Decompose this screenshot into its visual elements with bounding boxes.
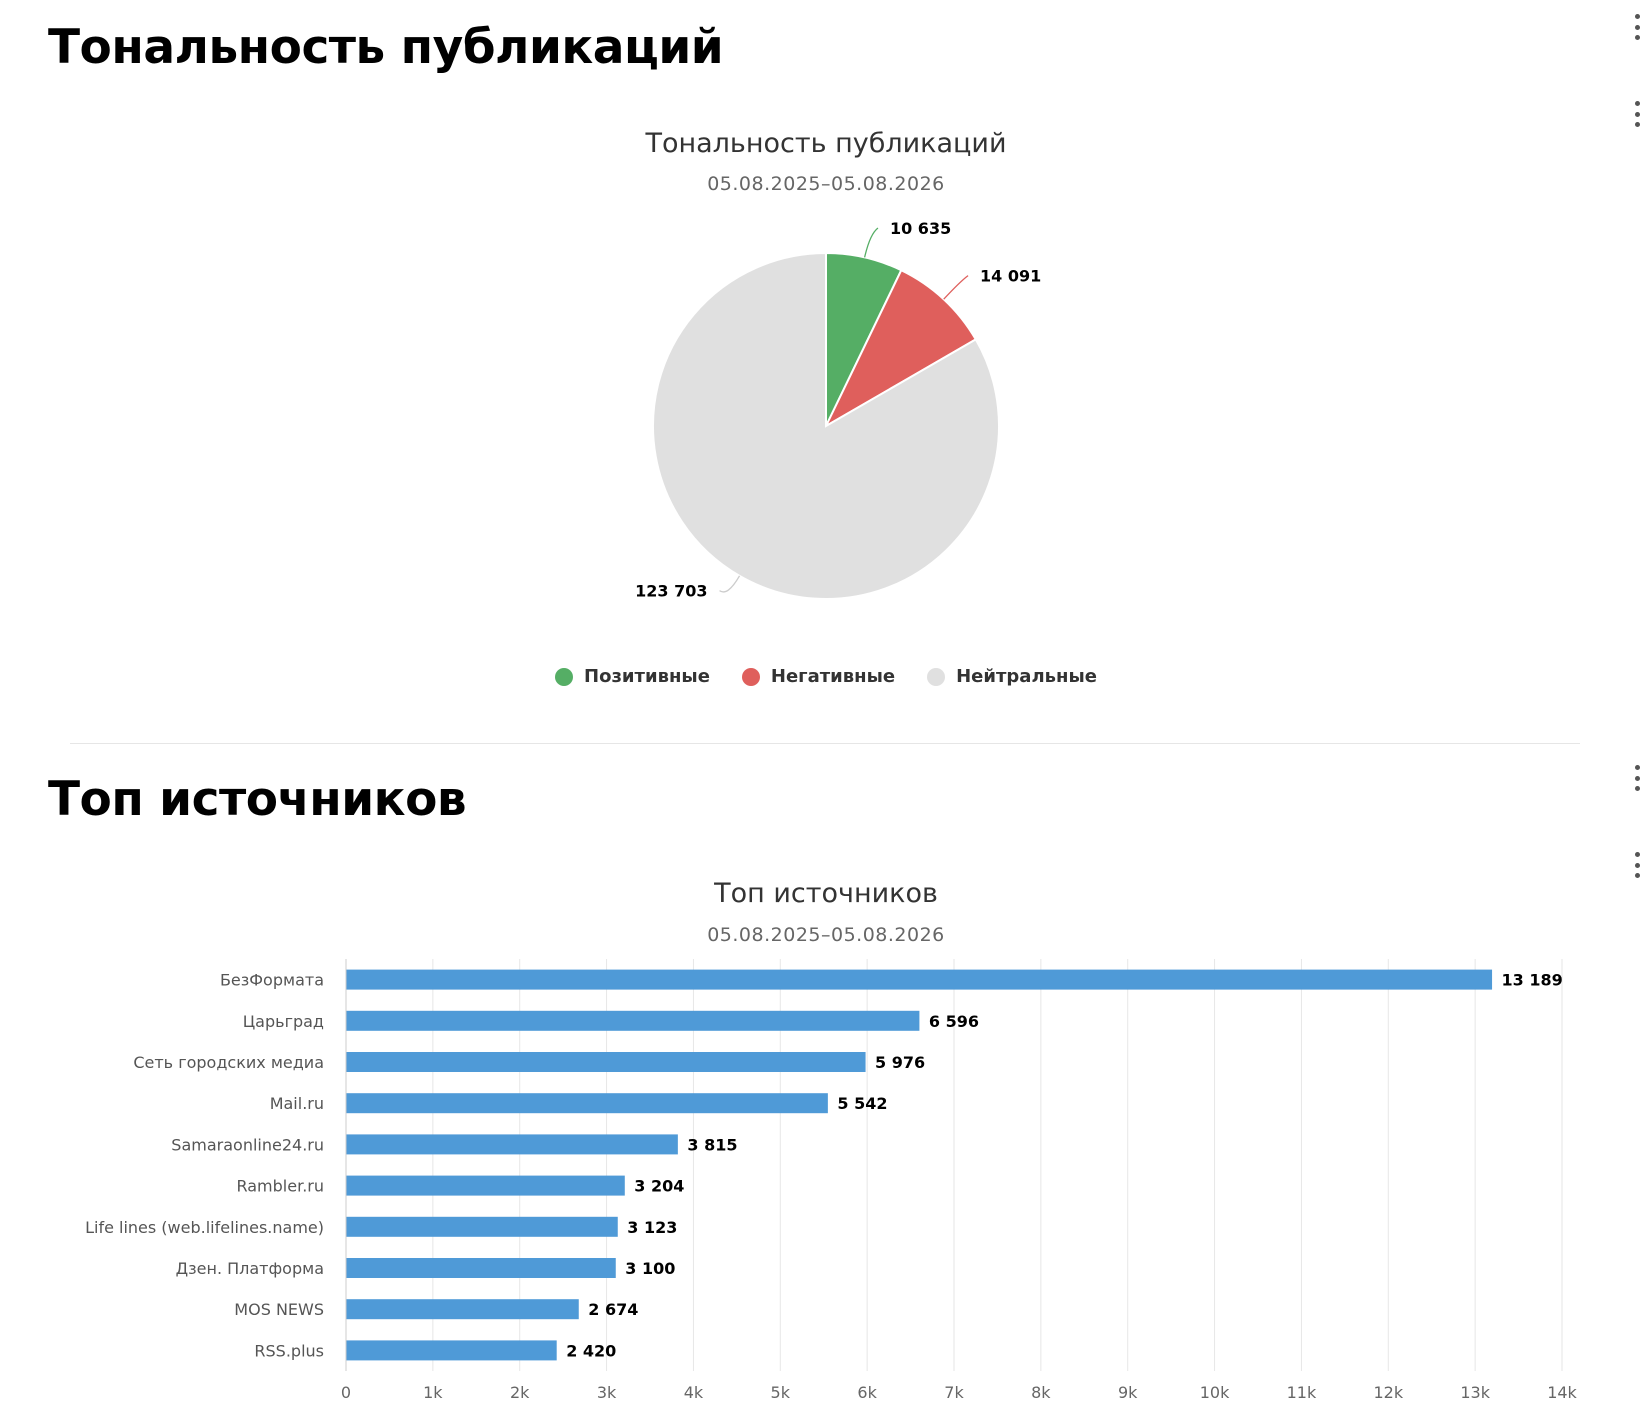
bar-data-label: 2 420 (566, 1341, 616, 1360)
bar[interactable] (346, 1258, 616, 1278)
sources-section-heading: Топ источников (48, 772, 467, 827)
x-tick-label: 3k (597, 1383, 617, 1402)
x-tick-label: 4k (684, 1383, 704, 1402)
bar-data-label: 13 189 (1502, 971, 1563, 990)
pie-connector-neutral (719, 575, 741, 593)
section-divider (70, 743, 1580, 744)
bar[interactable] (346, 1093, 828, 1114)
bar-data-label: 3 123 (627, 1218, 677, 1237)
pie-data-label-positive: 10 635 (890, 219, 951, 238)
bar-data-label: 3 815 (687, 1135, 737, 1154)
x-tick-label: 13k (1460, 1383, 1490, 1402)
pie-connector-negative (943, 275, 969, 300)
x-tick-label: 11k (1287, 1383, 1317, 1402)
bar[interactable] (346, 1299, 579, 1320)
pie-slice-neutral[interactable] (652, 251, 1000, 600)
legend-label-negative: Негативные (770, 666, 896, 687)
bar-data-label: 3 204 (634, 1177, 684, 1196)
sentiment-section-heading: Тональность публикаций (48, 20, 724, 75)
chart-menu-kebab-icon[interactable] (1630, 852, 1644, 878)
y-category-label: Царьград (243, 1012, 324, 1031)
section-menu-kebab-icon[interactable] (1630, 14, 1644, 40)
bar[interactable] (346, 1134, 678, 1155)
legend-label-neutral: Нейтральные (956, 666, 1097, 687)
bar[interactable] (346, 969, 1493, 990)
y-category-label: MOS NEWS (234, 1300, 324, 1319)
bar-data-label: 6 596 (929, 1012, 979, 1031)
section-menu-kebab-icon[interactable] (1630, 765, 1644, 791)
x-tick-label: 9k (1118, 1383, 1138, 1402)
x-tick-label: 7k (944, 1383, 964, 1402)
pie-connector-positive (863, 227, 879, 258)
bar-data-label: 5 976 (875, 1053, 925, 1072)
bar[interactable] (346, 1010, 920, 1031)
bar-data-label: 2 674 (588, 1300, 638, 1319)
legend-label-positive: Позитивные (584, 666, 710, 687)
pie-chart-subtitle: 05.08.2025–05.08.2026 (707, 173, 945, 195)
y-category-label: Mail.ru (270, 1094, 324, 1113)
sentiment-pie-chart: 10 635 14 091 123 703 (635, 219, 1041, 601)
y-category-label: Rambler.ru (236, 1177, 324, 1196)
bar[interactable] (346, 1052, 866, 1072)
bar-chart-subtitle: 05.08.2025–05.08.2026 (707, 924, 945, 946)
bar[interactable] (346, 1175, 625, 1196)
legend-item-neutral[interactable]: Нейтральные (927, 666, 1097, 687)
bar[interactable] (346, 1216, 618, 1237)
bar-chart-title: Топ источников (714, 878, 938, 909)
x-tick-label: 14k (1547, 1383, 1577, 1402)
y-category-label: Samaraonline24.ru (171, 1135, 324, 1154)
legend-dot-positive (555, 667, 574, 686)
x-tick-label: 6k (857, 1383, 877, 1402)
bar-data-label: 3 100 (625, 1259, 675, 1278)
pie-chart-title: Тональность публикаций (645, 128, 1007, 159)
legend-dot-negative (741, 667, 760, 686)
sources-bar-chart: 0 1k 2k 3k 4k 5k 6k 7k 8k 9k 10k 11k 12k 13k 14k БезФор… (85, 959, 1578, 1402)
pie-data-label-neutral: 123 703 (635, 582, 707, 601)
legend-item-negative[interactable]: Негативные (741, 666, 896, 687)
x-tick-label: 8k (1031, 1383, 1051, 1402)
x-tick-label: 5k (771, 1383, 791, 1402)
legend-item-positive[interactable]: Позитивные (555, 666, 710, 687)
y-category-label: Сеть городских медиа (133, 1053, 324, 1072)
x-tick-label: 12k (1373, 1383, 1403, 1402)
x-tick-label: 10k (1200, 1383, 1230, 1402)
x-tick-label: 0 (341, 1383, 351, 1402)
legend-dot-neutral (927, 667, 946, 686)
y-category-label: Life lines (web.lifelines.name) (85, 1218, 324, 1237)
pie-data-label-negative: 14 091 (980, 267, 1041, 286)
bar-data-label: 5 542 (837, 1094, 887, 1113)
pie-legend: Позитивные Негативные Нейтральные (0, 666, 1652, 687)
y-category-label: Дзен. Платформа (176, 1259, 324, 1278)
x-tick-label: 2k (510, 1383, 530, 1402)
x-tick-label: 1k (423, 1383, 443, 1402)
y-category-label: БезФормата (220, 971, 324, 990)
y-category-label: RSS.plus (254, 1341, 324, 1360)
chart-menu-kebab-icon[interactable] (1630, 101, 1644, 127)
bar[interactable] (346, 1340, 557, 1361)
